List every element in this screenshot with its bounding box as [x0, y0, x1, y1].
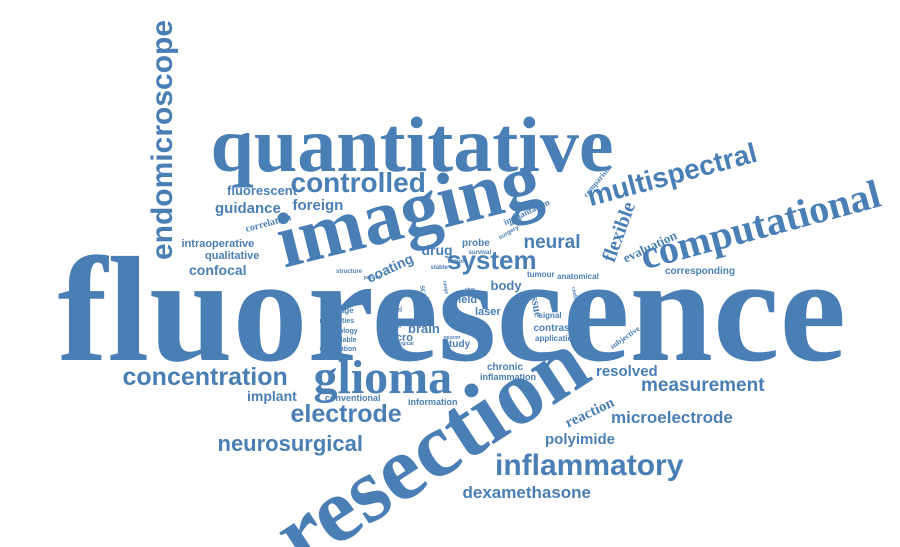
word-neurosurgical: neurosurgical	[217, 431, 363, 456]
word-micro: micro	[383, 331, 413, 344]
word-guidance: guidance	[215, 199, 281, 217]
word-probe: probe	[462, 238, 490, 249]
word-glioma: glioma	[313, 351, 453, 404]
word-range: range	[441, 279, 450, 295]
word-concentration: concentration	[122, 362, 288, 391]
word-structure: structure	[336, 269, 363, 275]
word-animal: animal	[385, 323, 401, 330]
word-tumour: tumour	[527, 270, 555, 279]
word-laser: laser	[475, 305, 501, 318]
word-qualitative: qualitative	[205, 249, 260, 262]
word-fluorescent: fluorescent	[227, 182, 298, 198]
word-corresponding: corresponding	[665, 266, 736, 277]
word-brain: brain	[408, 320, 440, 336]
word-anatomical: anatomical	[557, 272, 599, 281]
word-tumor: tumor	[447, 259, 465, 265]
word-controlled: controlled	[290, 167, 426, 198]
word-conventional: conventional	[325, 392, 381, 403]
word-vivo: vivo	[465, 286, 476, 293]
word-neural: neural	[523, 231, 581, 253]
word-inflammation: inflammation	[480, 371, 537, 382]
word-study: study	[443, 339, 471, 350]
word-electrode: electrode	[290, 399, 402, 428]
word-image: image	[330, 306, 354, 315]
word-measurement: measurement	[641, 374, 765, 396]
word-foreign: foreign	[292, 196, 344, 214]
word-survival: survival	[468, 250, 492, 256]
word-confocal: confocal	[189, 262, 247, 278]
word-model: model	[381, 306, 403, 314]
word-drug: drug	[421, 242, 453, 258]
word-dexamethasone: dexamethasone	[462, 482, 592, 502]
word-quantitative: quantitative	[210, 101, 614, 188]
word-information: information	[408, 396, 458, 407]
word-system: system	[447, 245, 537, 275]
word-endomicroscope: endomicroscope	[146, 19, 180, 261]
word-inflammatory: inflammatory	[495, 449, 684, 482]
word-delineation: delineation	[319, 345, 357, 353]
word-field: field	[454, 293, 478, 306]
word-fluorescence: fluorescence	[57, 227, 847, 393]
word-microelectrode: microelectrode	[611, 407, 733, 427]
word-application: application	[535, 334, 578, 343]
word-intraoperative: intraoperative	[181, 237, 255, 250]
word-resolved: resolved	[596, 362, 658, 380]
word-implant: implant	[247, 388, 297, 404]
word-surgical: surgical	[394, 340, 414, 347]
word-polyimide: polyimide	[545, 430, 616, 448]
word-modalities: modalities	[319, 317, 355, 325]
word-patient: patient	[364, 274, 381, 281]
word-signal: signal	[538, 311, 562, 320]
word-contrast: contrast	[533, 323, 573, 334]
word-neuron: neuron	[443, 334, 461, 341]
word-available: available	[327, 336, 357, 344]
word-normal: normal	[388, 292, 406, 299]
word-stable: stable	[430, 265, 448, 271]
word-body: body	[490, 277, 522, 293]
word-chronic: chronic	[487, 362, 524, 373]
word-histology: histology	[326, 327, 358, 335]
